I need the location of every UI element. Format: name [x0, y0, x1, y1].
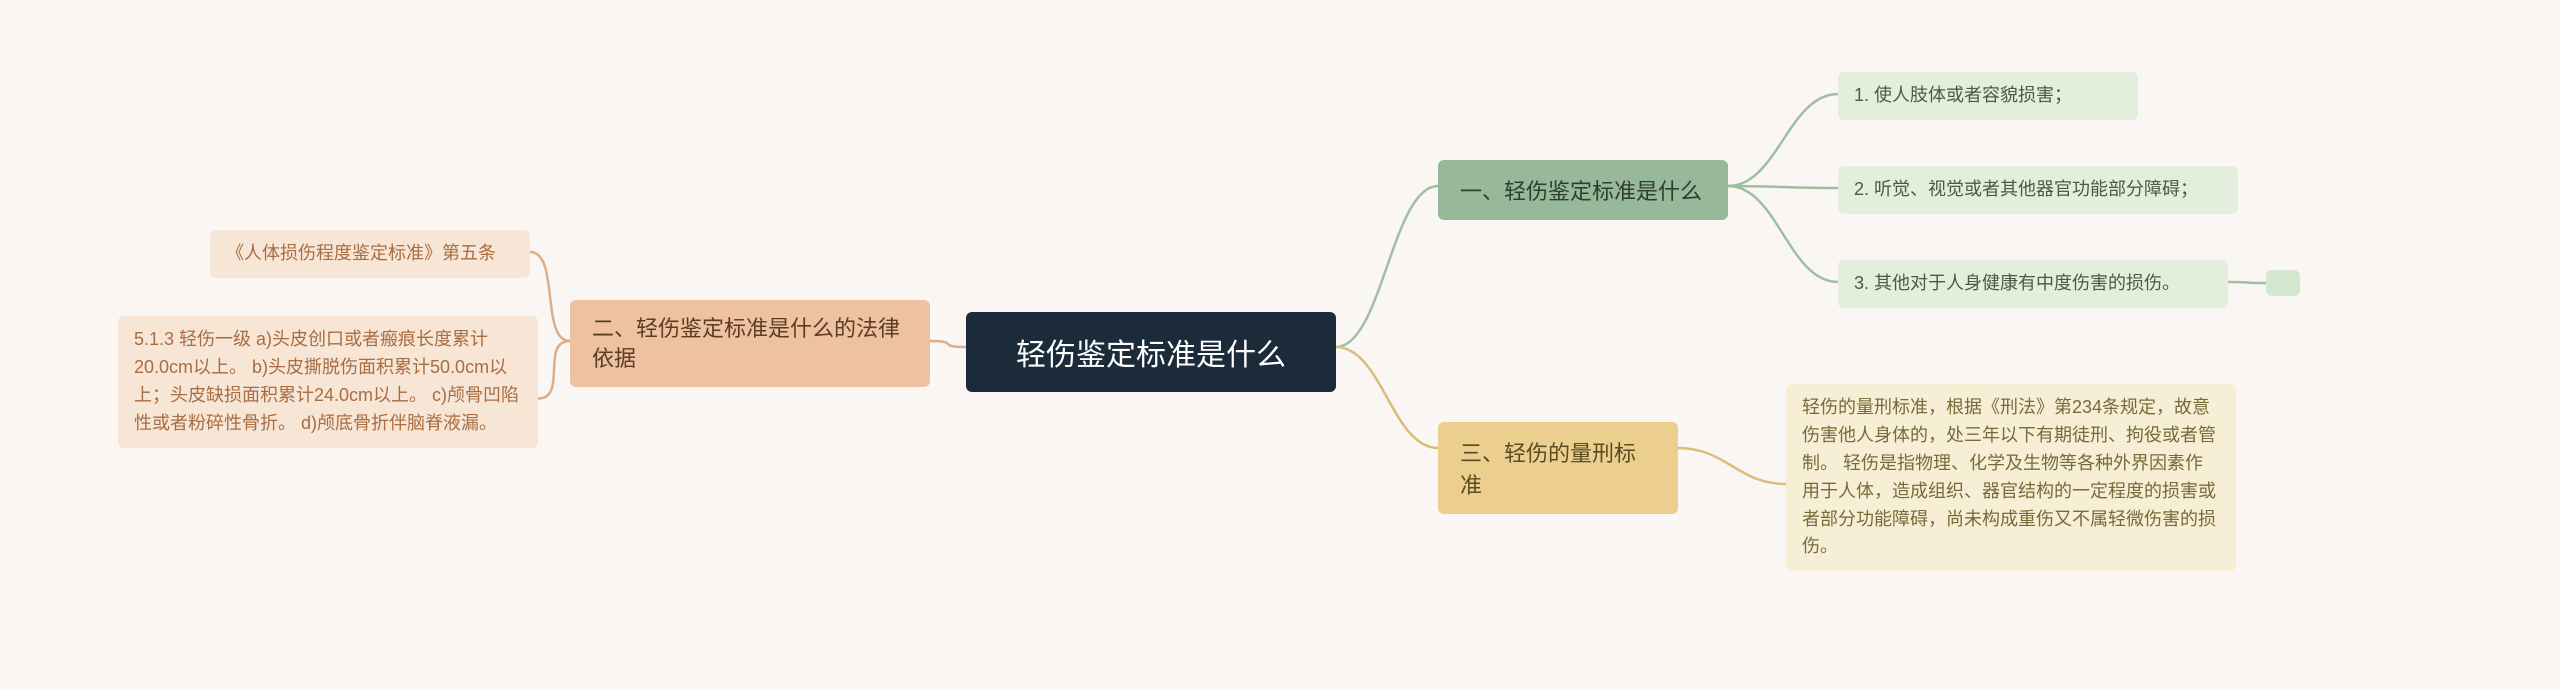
- branch-three[interactable]: 三、轻伤的量刑标准: [1438, 422, 1678, 514]
- leaf-one-2[interactable]: 2. 听觉、视觉或者其他器官功能部分障碍；: [1838, 166, 2238, 214]
- branch-one[interactable]: 一、轻伤鉴定标准是什么: [1438, 160, 1728, 220]
- leaf-one-3[interactable]: 3. 其他对于人身健康有中度伤害的损伤。: [1838, 260, 2228, 308]
- leaf-two-1[interactable]: 《人体损伤程度鉴定标准》第五条: [210, 230, 530, 278]
- leaf-one-3-continuation[interactable]: [2266, 270, 2300, 296]
- leaf-three-1[interactable]: 轻伤的量刑标准，根据《刑法》第234条规定，故意伤害他人身体的，处三年以下有期徒…: [1786, 384, 2236, 571]
- leaf-two-2[interactable]: 5.1.3 轻伤一级 a)头皮创口或者瘢痕长度累计20.0cm以上。 b)头皮撕…: [118, 316, 538, 448]
- branch-two[interactable]: 二、轻伤鉴定标准是什么的法律依据: [570, 300, 930, 387]
- mindmap-canvas: 轻伤鉴定标准是什么 一、轻伤鉴定标准是什么 三、轻伤的量刑标准 二、轻伤鉴定标准…: [0, 0, 2560, 690]
- leaf-one-1[interactable]: 1. 使人肢体或者容貌损害；: [1838, 72, 2138, 120]
- root-node[interactable]: 轻伤鉴定标准是什么: [966, 312, 1336, 392]
